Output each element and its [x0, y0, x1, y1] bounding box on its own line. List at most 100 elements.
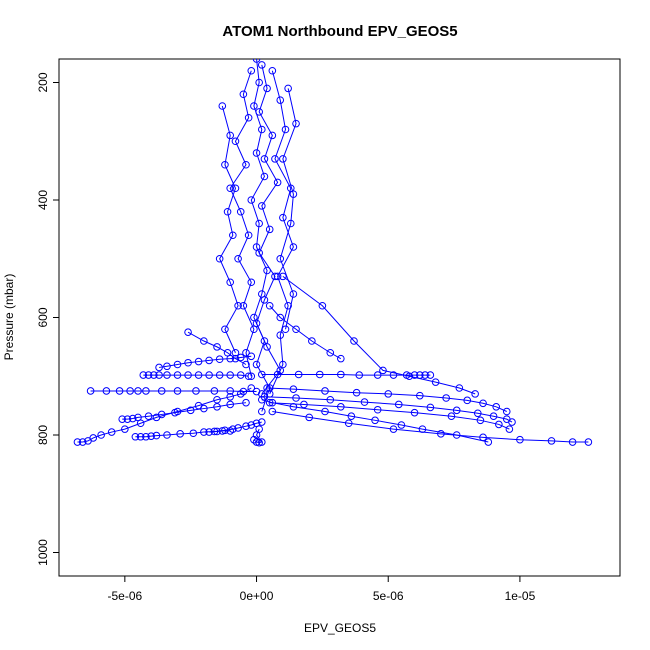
data-point — [258, 407, 266, 416]
data-point — [371, 416, 379, 425]
data-point — [242, 160, 250, 169]
data-point — [292, 119, 300, 128]
data-point — [231, 184, 240, 193]
data-point — [258, 438, 266, 446]
data-point — [78, 438, 87, 446]
data-point — [215, 371, 224, 379]
data-point — [234, 301, 242, 310]
data-point — [373, 405, 382, 414]
data-point — [279, 213, 287, 222]
data-point — [128, 414, 137, 423]
data-point — [279, 360, 287, 369]
data-point — [260, 296, 269, 304]
series-trace — [118, 398, 250, 423]
data-point — [229, 231, 237, 240]
data-point — [221, 325, 229, 334]
data-point — [405, 372, 414, 381]
data-point — [289, 290, 298, 298]
data-point — [389, 371, 398, 379]
data-point — [281, 325, 290, 334]
data-point — [292, 394, 300, 402]
data-point — [123, 415, 132, 423]
data-point — [252, 360, 261, 369]
data-point — [244, 231, 253, 240]
series-line — [261, 373, 431, 376]
data-point — [144, 412, 153, 421]
data-point — [173, 360, 182, 369]
series-line — [282, 275, 476, 395]
data-point — [218, 102, 227, 110]
data-point — [210, 387, 219, 395]
y-axis-label: Pressure (mbar) — [2, 274, 16, 361]
data-point — [244, 372, 253, 381]
data-point — [355, 371, 364, 379]
data-point — [242, 422, 250, 430]
data-point — [231, 137, 240, 146]
data-point — [247, 352, 256, 361]
data-point — [426, 371, 435, 379]
data-point — [347, 412, 356, 421]
data-point — [258, 61, 266, 69]
data-point — [265, 225, 274, 234]
data-point — [107, 428, 116, 436]
data-point — [205, 356, 213, 365]
data-point — [223, 207, 232, 216]
data-point — [126, 387, 134, 395]
data-point — [234, 424, 242, 432]
x-tick-label: 0e+00 — [240, 589, 274, 603]
data-point — [273, 178, 282, 187]
data-point — [326, 395, 335, 404]
x-axis-label: EPV_GEOS5 — [304, 621, 376, 635]
data-point — [244, 113, 253, 122]
series-trace — [184, 328, 250, 369]
data-point — [150, 371, 158, 379]
series-line — [77, 387, 252, 443]
data-point — [268, 66, 277, 75]
y-tick-label: 800 — [36, 425, 50, 445]
data-point — [455, 384, 464, 392]
series-trace — [258, 370, 435, 379]
data-point — [213, 343, 221, 351]
data-point — [231, 354, 240, 363]
data-point — [268, 131, 277, 140]
data-point — [258, 370, 266, 379]
data-point — [247, 421, 256, 429]
data-point — [397, 421, 406, 429]
data-point — [315, 370, 324, 379]
y-tick-label: 200 — [36, 72, 50, 92]
data-point — [173, 371, 182, 379]
series-trace — [247, 59, 274, 416]
x-tick-label: 1e-05 — [505, 589, 536, 603]
data-point — [134, 387, 142, 395]
series-line — [264, 396, 513, 423]
data-point — [389, 425, 398, 433]
data-point — [152, 431, 161, 440]
data-point — [360, 398, 369, 406]
data-point — [337, 354, 345, 363]
data-point — [484, 438, 493, 446]
data-point — [421, 371, 429, 379]
data-point — [426, 403, 435, 412]
data-point — [226, 387, 234, 395]
data-point — [447, 412, 456, 421]
data-point — [229, 425, 237, 433]
data-point — [247, 196, 256, 204]
data-point — [144, 371, 153, 379]
data-point — [255, 219, 263, 228]
data-point — [86, 387, 95, 395]
data-point — [184, 358, 192, 367]
data-point — [194, 357, 203, 366]
data-point — [258, 418, 266, 426]
series-line — [261, 399, 489, 443]
data-point — [155, 371, 163, 379]
data-point — [89, 434, 98, 442]
data-point — [215, 254, 224, 263]
series-line — [267, 387, 507, 412]
series-trace — [276, 84, 300, 334]
data-point — [273, 272, 282, 281]
data-point — [163, 362, 171, 371]
data-point — [276, 254, 285, 263]
series-line — [269, 402, 510, 430]
data-point — [508, 418, 516, 426]
series-trace — [258, 395, 493, 446]
